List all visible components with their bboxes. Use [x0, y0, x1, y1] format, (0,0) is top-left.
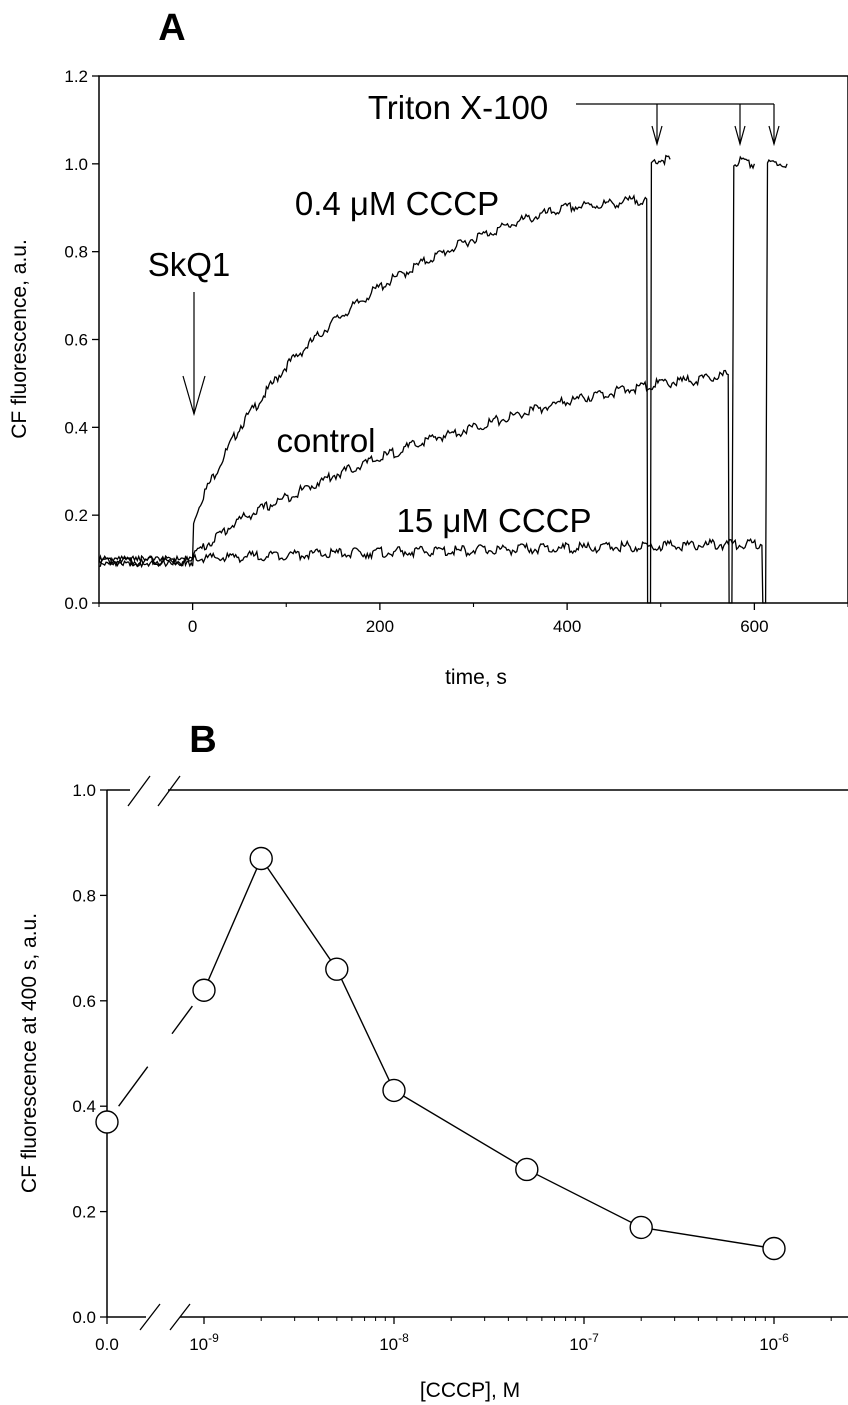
panel-b-bottom-break-1 — [139, 1303, 161, 1331]
panel-b-line — [203, 857, 775, 1250]
skq1-annotation: SkQ1 — [148, 246, 231, 283]
panel-a-y-tick-label: 1.2 — [64, 67, 88, 86]
panel-b-point — [325, 957, 349, 981]
panel-b-y-tick-label: 0.6 — [72, 992, 96, 1011]
panel-a-x-label: time, s — [445, 666, 507, 689]
panel-a-series — [98, 154, 788, 604]
cccp-04-annotation: 0.4 μM CCCP — [295, 185, 499, 222]
panel-b-top-break-2 — [157, 775, 181, 807]
panel-a-label: A — [158, 7, 185, 49]
control-annotation: control — [276, 422, 375, 459]
panel-b-point — [382, 1078, 406, 1103]
triton-arrow-2-head — [734, 125, 746, 147]
panel-b-x-tick-label: 10-8 — [379, 1331, 409, 1354]
panel-a-x-tick-label: 400 — [553, 617, 581, 636]
panel-a-y-tick-label: 0.6 — [64, 331, 88, 350]
skq1-arrow-head — [182, 375, 206, 417]
panel-a-y-tick-label: 0.4 — [64, 418, 88, 437]
panel-b-y-tick-label: 0.2 — [72, 1203, 96, 1222]
triton-arrow-3-head — [768, 125, 780, 147]
panel-b-point — [515, 1157, 539, 1182]
panel-a-ticks: 0 200 400 600 0.0 0.2 0.4 0.6 0.8 1.0 1.2 — [64, 67, 848, 636]
panel-b-point — [95, 1110, 119, 1134]
panel-b-ticks: 0.0 0.2 0.4 0.6 0.8 1.0 0.0 10-9 10-8 10-7 10-6 — [72, 781, 832, 1354]
panel-a-trace — [98, 155, 756, 604]
panel-b-y-tick-label: 1.0 — [72, 781, 96, 800]
triton-arrow-1-head — [651, 125, 663, 147]
panel-b-bottom-break-2 — [169, 1303, 191, 1331]
panel-a-y-tick-label: 1.0 — [64, 155, 88, 174]
panel-b-x-tick-label: 0.0 — [95, 1335, 119, 1354]
panel-b-x-tick-label: 10-9 — [189, 1331, 219, 1354]
panel-b-y-tick-label: 0.0 — [72, 1308, 96, 1327]
panel-a-y-tick-label: 0.2 — [64, 506, 88, 525]
panel-a-x-tick-label: 600 — [740, 617, 768, 636]
triton-annotation: Triton X-100 — [368, 89, 548, 126]
panel-a-y-label: CF fluorescence, a.u. — [8, 239, 31, 439]
panel-b-y-tick-label: 0.8 — [72, 886, 96, 905]
panel-b-y-tick-label: 0.4 — [72, 1097, 96, 1116]
panel-a-x-tick-label: 200 — [366, 617, 394, 636]
panel-b-point — [249, 846, 273, 871]
panel-b-y-label: CF fluorescence at 400 s, a.u. — [18, 913, 41, 1193]
panel-a-trace — [98, 159, 788, 604]
panel-a-y-tick-label: 0.0 — [64, 594, 88, 613]
panel-b-point — [629, 1215, 653, 1240]
panel-b-x-tick-label: 10-7 — [569, 1331, 599, 1354]
panel-a-trace — [98, 154, 671, 604]
panel-a-y-tick-label: 0.8 — [64, 243, 88, 262]
panel-b-point — [762, 1236, 786, 1261]
panel-a-x-tick-label: 0 — [188, 617, 197, 636]
panel-b-break-segment — [171, 1005, 193, 1035]
cccp-15-annotation: 15 μM CCCP — [396, 502, 591, 539]
panel-b-break-segment — [118, 1066, 149, 1107]
panel-b-x-label: [CCCP], M — [420, 1379, 520, 1402]
panel-b-x-tick-label: 10-6 — [759, 1331, 789, 1354]
panel-b-top-break-1 — [127, 775, 151, 807]
panel-b-series — [95, 846, 786, 1261]
panel-b-point — [192, 978, 216, 1002]
panel-b-axes — [106, 775, 848, 1331]
panel-b-label: B — [189, 719, 216, 761]
